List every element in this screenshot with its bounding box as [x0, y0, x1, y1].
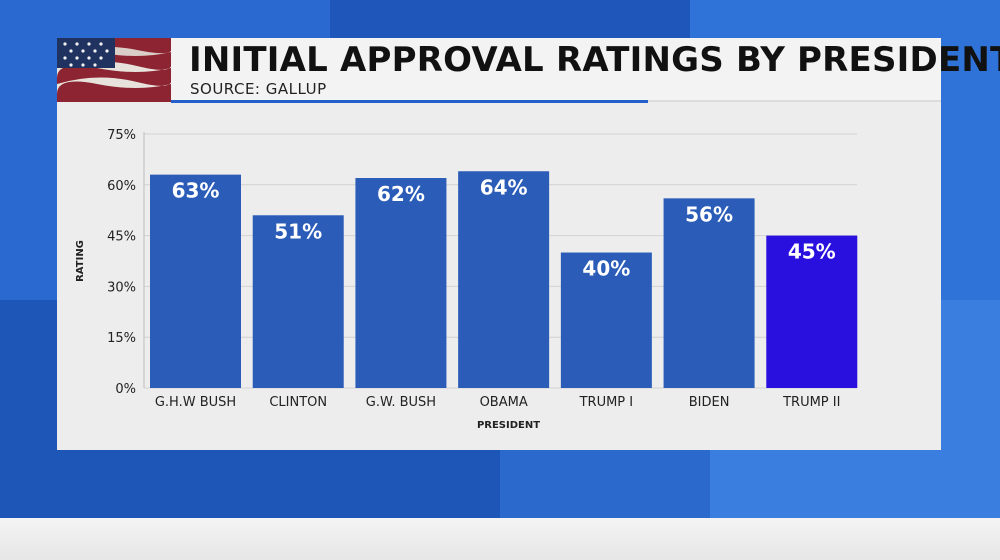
- chart-header: INITIAL APPROVAL RATINGS BY PRESIDENT SO…: [57, 38, 1000, 102]
- chart-source: SOURCE: GALLUP: [190, 80, 327, 98]
- chart-panel: INITIAL APPROVAL RATINGS BY PRESIDENT SO…: [57, 38, 1000, 450]
- bar-value-label: 63%: [172, 179, 220, 203]
- bar-value-label: 40%: [582, 257, 630, 281]
- y-tick-label: 30%: [107, 280, 136, 295]
- bar: [766, 235, 858, 388]
- x-category-label: G.W. BUSH: [366, 395, 436, 410]
- x-category-label: G.H.W BUSH: [155, 395, 236, 410]
- y-tick-label: 45%: [107, 230, 136, 245]
- bar: [560, 252, 652, 388]
- bar: [150, 174, 241, 388]
- x-category-label: CLINTON: [269, 395, 327, 410]
- x-axis-title: PRESIDENT: [477, 420, 540, 431]
- y-tick-label: 15%: [107, 331, 136, 346]
- bar: [663, 198, 755, 388]
- bar-value-label: 64%: [480, 175, 528, 199]
- x-category-label: OBAMA: [480, 395, 528, 410]
- chart-title: INITIAL APPROVAL RATINGS BY PRESIDENT: [189, 40, 1000, 80]
- x-category-label: BIDEN: [689, 395, 730, 410]
- american-flag-icon: [57, 38, 171, 102]
- header-accent-line: [171, 100, 648, 103]
- bar-value-label: 56%: [685, 202, 733, 226]
- bar: [355, 178, 447, 388]
- bar-value-label: 51%: [274, 219, 322, 243]
- lower-third-bar: [0, 518, 1000, 560]
- y-tick-label: 60%: [107, 179, 136, 194]
- bar-value-label: 45%: [788, 240, 836, 264]
- bar-value-label: 62%: [377, 182, 425, 206]
- bar-chart: 0% 15% 30% 45% 60% 75% RATING PRESIDENT 63% G.H.W…: [75, 128, 858, 431]
- x-category-label: TRUMP II: [782, 395, 840, 410]
- x-category-label: TRUMP I: [579, 395, 634, 410]
- y-tick-label: 75%: [107, 128, 136, 143]
- bar: [252, 215, 344, 388]
- y-tick-label: 0%: [115, 382, 136, 397]
- bar: [458, 171, 550, 388]
- y-axis-title: RATING: [75, 240, 86, 282]
